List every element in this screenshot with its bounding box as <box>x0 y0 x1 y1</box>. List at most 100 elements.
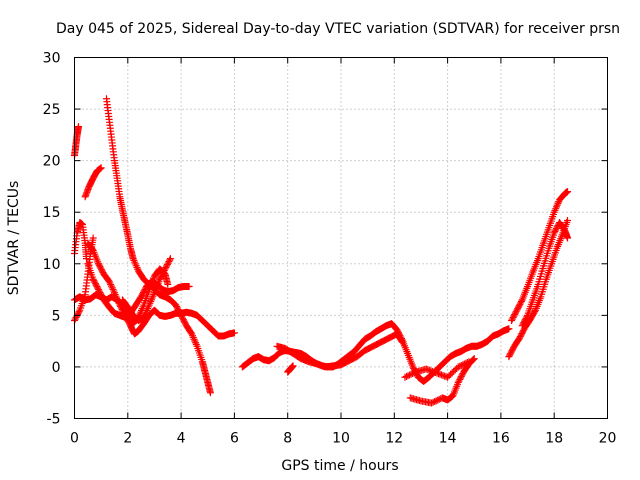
data-point-marker <box>159 269 167 277</box>
data-point-marker <box>409 363 417 371</box>
data-point-marker <box>551 227 559 235</box>
series-track-17 <box>518 219 572 330</box>
data-point-marker <box>463 359 471 367</box>
data-point-marker <box>174 305 182 313</box>
data-point-marker <box>230 329 238 337</box>
y-tick-label: 25 <box>43 102 61 118</box>
y-axis-label: SDTVAR / TECUs <box>6 181 22 296</box>
data-point-marker <box>71 315 79 323</box>
data-point-marker <box>139 288 147 296</box>
series-track-9 <box>118 255 174 325</box>
y-tick-label: 0 <box>52 360 61 376</box>
data-point-marker <box>516 333 524 341</box>
data-point-marker <box>178 313 186 321</box>
data-point-marker <box>508 317 516 325</box>
y-tick-label: 30 <box>43 51 61 67</box>
data-point-marker <box>454 378 462 386</box>
data-point-marker <box>510 312 518 320</box>
data-point-marker <box>164 259 172 267</box>
y-tick-label: 15 <box>43 205 61 221</box>
data-point-marker <box>97 264 105 272</box>
data-point-marker <box>407 370 415 378</box>
data-point-marker <box>82 255 90 263</box>
data-point-marker <box>511 311 519 319</box>
data-point-marker <box>429 398 437 406</box>
data-point-marker <box>138 291 146 299</box>
x-tick-label: 8 <box>283 431 292 447</box>
x-tick-label: 12 <box>385 431 403 447</box>
data-point-marker <box>444 373 452 381</box>
data-point-marker <box>509 314 517 322</box>
data-point-marker <box>95 287 103 295</box>
data-point-marker <box>90 277 98 285</box>
data-point-marker <box>518 330 526 338</box>
data-point-marker <box>517 331 525 339</box>
data-points <box>71 95 572 407</box>
series-track-1 <box>71 123 82 159</box>
data-point-marker <box>137 293 145 301</box>
data-point-marker <box>505 325 513 333</box>
series-track-2 <box>71 219 90 263</box>
data-point-marker <box>164 280 172 288</box>
data-point-marker <box>289 362 297 370</box>
data-point-marker <box>172 301 180 309</box>
data-point-marker <box>522 314 530 322</box>
x-tick-label: 14 <box>439 431 457 447</box>
data-point-marker <box>176 308 184 316</box>
data-point-marker <box>521 316 529 324</box>
series-track-5 <box>81 164 105 201</box>
data-point-marker <box>179 314 187 322</box>
series-track-8 <box>102 95 214 397</box>
data-point-marker <box>88 245 96 253</box>
data-point-marker <box>447 370 455 378</box>
data-point-marker <box>462 359 470 367</box>
data-point-marker <box>507 348 515 356</box>
chart-title: Day 045 of 2025, Sidereal Day-to-day VTE… <box>56 21 620 37</box>
data-point-marker <box>110 287 118 295</box>
data-point-marker <box>428 399 436 407</box>
data-point-marker <box>107 282 115 290</box>
x-tick-label: 0 <box>70 431 79 447</box>
data-point-marker <box>163 261 171 269</box>
data-point-marker <box>157 274 165 282</box>
data-point-marker <box>161 265 169 273</box>
data-point-marker <box>564 188 572 196</box>
data-point-marker <box>93 283 101 291</box>
data-point-marker <box>163 262 171 270</box>
data-point-marker <box>445 372 453 380</box>
data-point-marker <box>518 322 526 330</box>
data-point-marker <box>166 256 174 264</box>
data-point-marker <box>94 286 102 294</box>
data-point-marker <box>465 358 473 366</box>
data-point-marker <box>125 319 133 327</box>
data-point-marker <box>139 290 147 298</box>
data-point-marker <box>457 373 465 381</box>
data-point-marker <box>401 373 409 381</box>
data-point-marker <box>160 266 168 274</box>
data-point-marker <box>519 327 527 335</box>
data-point-marker <box>519 328 527 336</box>
data-point-marker <box>517 299 525 307</box>
data-point-marker <box>176 310 184 318</box>
data-point-marker <box>117 303 125 311</box>
data-point-marker <box>175 307 183 315</box>
data-point-marker <box>158 271 166 279</box>
data-point-marker <box>141 285 149 293</box>
data-point-marker <box>116 301 124 309</box>
data-point-marker <box>89 234 97 242</box>
data-point-marker <box>160 268 168 276</box>
data-point-marker <box>404 372 412 380</box>
data-point-marker <box>511 309 519 317</box>
data-point-marker <box>173 303 181 311</box>
data-point-marker <box>448 369 456 377</box>
data-point-marker <box>552 224 560 232</box>
x-tick-label: 16 <box>492 431 510 447</box>
data-point-marker <box>552 226 560 234</box>
data-point-marker <box>514 305 522 313</box>
data-point-marker <box>75 308 83 316</box>
data-point-marker <box>91 280 99 288</box>
data-point-marker <box>455 377 463 385</box>
data-point-marker <box>450 367 458 375</box>
data-point-marker <box>105 277 113 285</box>
